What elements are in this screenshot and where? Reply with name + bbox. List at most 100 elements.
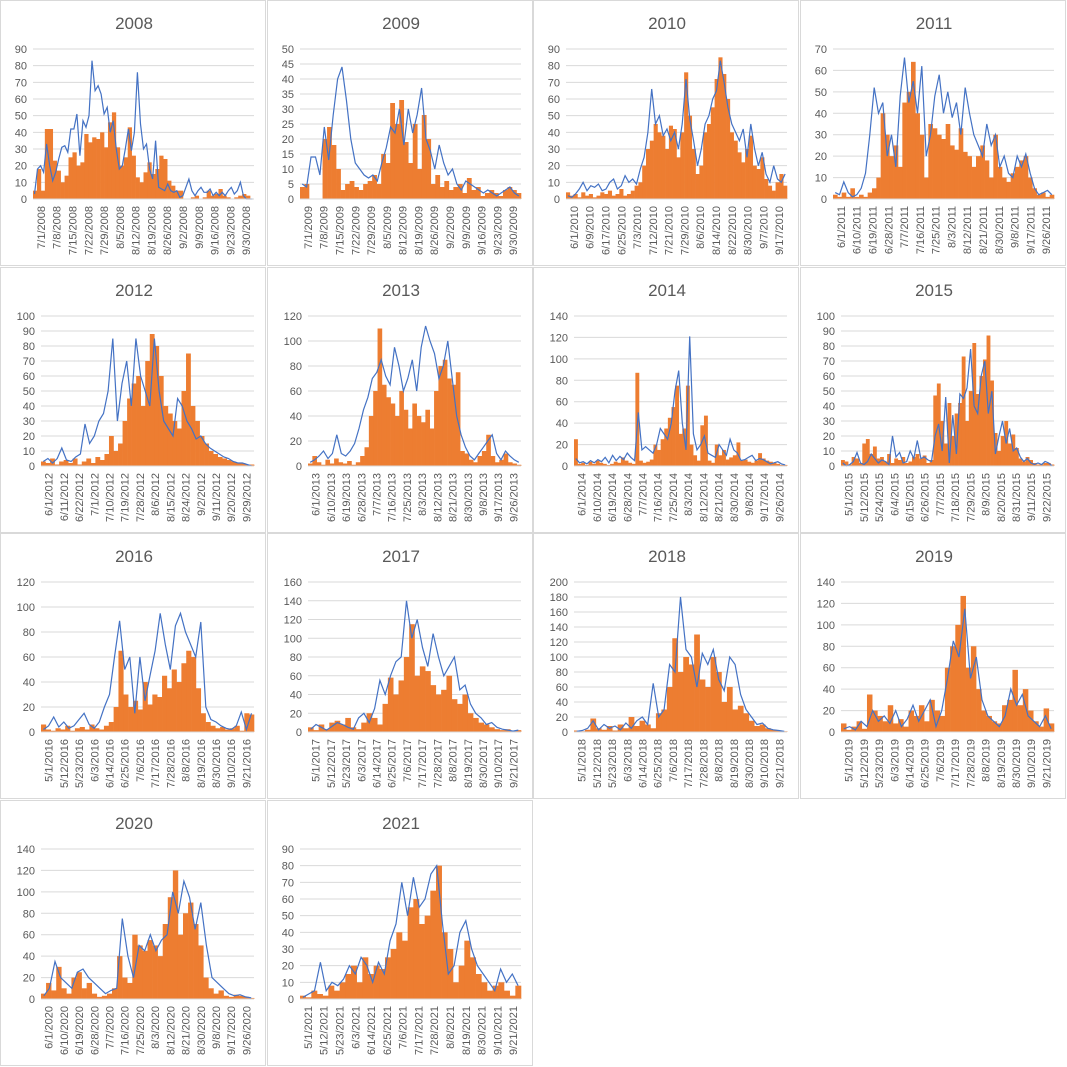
x-tick-label: 8/5/2008: [115, 206, 127, 249]
bar: [487, 990, 493, 999]
bar: [96, 996, 103, 999]
chart-title: 2020: [115, 814, 153, 833]
bar: [901, 457, 906, 466]
bar: [123, 157, 129, 199]
bar: [215, 728, 221, 732]
bar: [334, 458, 339, 466]
bar: [776, 463, 781, 466]
y-tick-label: 80: [23, 341, 35, 353]
bar: [200, 713, 206, 732]
bar: [208, 451, 214, 466]
bar: [127, 398, 132, 466]
bar: [951, 436, 955, 466]
y-tick-label: 140: [550, 311, 568, 323]
x-tick-label: 9/8/2013: [478, 473, 490, 516]
bar: [584, 729, 591, 732]
bar: [104, 147, 109, 199]
x-tick-label: 7/22/2008: [83, 206, 95, 255]
x-tick-label: 7/6/2017: [402, 739, 414, 782]
bar: [600, 192, 605, 199]
bar: [650, 728, 657, 732]
x-tick-label: 7/25/2014: [668, 473, 680, 522]
x-tick-label: 5/23/2017: [341, 739, 353, 788]
bar: [611, 195, 616, 199]
bar: [162, 675, 168, 732]
bar: [149, 334, 155, 466]
x-tick-label: 8/21/2014: [714, 473, 726, 522]
x-tick-label: 7/29/2008: [99, 206, 111, 255]
bar: [990, 380, 994, 466]
bar: [676, 157, 681, 199]
bar: [577, 197, 582, 199]
bar: [912, 457, 916, 466]
bar: [646, 149, 651, 199]
bar: [577, 463, 582, 466]
chart-2008: 2008 0 10 20 30 40 50 60 70 80 90 7/1/2008 7/8/2008 7…: [0, 0, 266, 266]
bar: [604, 194, 609, 199]
chart-2014: 2014 0 20 40 60 80 100 120 140 6/1/2014 6/10/2014 6…: [533, 267, 799, 533]
x-tick-label: 7/7/2011: [899, 206, 911, 248]
y-tick-label: 10: [823, 446, 835, 458]
x-tick-label: 7/28/2021: [429, 1006, 441, 1055]
bar: [711, 462, 716, 466]
bar: [867, 192, 873, 199]
bar: [1038, 726, 1044, 732]
x-tick-label: 8/12/2011: [962, 206, 974, 254]
y-tick-label: 80: [15, 61, 27, 73]
x-tick-label: 5/12/2021: [319, 1006, 331, 1055]
bar: [993, 134, 998, 199]
bar: [390, 103, 396, 199]
x-tick-label: 6/25/2021: [382, 1006, 394, 1055]
x-tick-label: 7/28/2017: [432, 739, 444, 788]
y-tick-label: 20: [23, 702, 35, 714]
bar: [376, 184, 382, 199]
bar: [861, 728, 868, 732]
x-tick-label: 7/6/2016: [135, 739, 147, 782]
bar: [1019, 160, 1024, 199]
bar: [499, 459, 504, 466]
bar: [349, 181, 355, 199]
bar: [132, 700, 139, 732]
x-tick-label: 6/3/2019: [889, 739, 901, 782]
x-tick-label: 8/19/2009: [413, 206, 425, 255]
bar: [664, 428, 669, 466]
y-tick-label: 50: [282, 911, 294, 923]
bar: [430, 685, 437, 732]
bar: [615, 194, 620, 199]
chart-svg: 2019 0 20 40 60 80 100 120 140 5/1/2019 5/12/2019 5…: [817, 547, 1055, 788]
bar: [695, 174, 700, 199]
x-tick-label: 9/2/2012: [196, 473, 208, 516]
bar: [403, 409, 409, 466]
bar: [403, 657, 410, 732]
bar: [850, 188, 855, 199]
bar: [33, 190, 38, 199]
bar: [638, 182, 643, 199]
bar: [892, 723, 899, 732]
bar: [339, 724, 346, 732]
x-tick-label: 7/16/2013: [387, 473, 399, 522]
x-tick-label: 5/1/2018: [577, 739, 589, 782]
bar: [108, 722, 114, 732]
bar: [194, 195, 200, 199]
bar: [722, 74, 727, 199]
x-tick-label: 9/17/2014: [759, 473, 771, 522]
y-tick-label: 40: [282, 74, 294, 86]
x-tick-label: 6/14/2021: [366, 1006, 378, 1055]
x-tick-label: 7/6/2021: [398, 1006, 410, 1049]
bar: [1043, 463, 1048, 466]
bar: [504, 990, 510, 999]
bar: [846, 196, 851, 199]
bar: [86, 982, 93, 999]
y-tick-label: 40: [23, 401, 35, 413]
bar: [179, 190, 184, 199]
bar: [869, 454, 874, 466]
bar: [60, 182, 65, 199]
y-tick-label: 100: [550, 354, 568, 366]
bar: [244, 713, 250, 732]
bar: [684, 72, 689, 199]
bar: [756, 169, 761, 199]
bar: [393, 694, 399, 732]
line-series: [575, 336, 786, 466]
bar: [321, 464, 326, 466]
y-tick-label: 70: [282, 877, 294, 889]
